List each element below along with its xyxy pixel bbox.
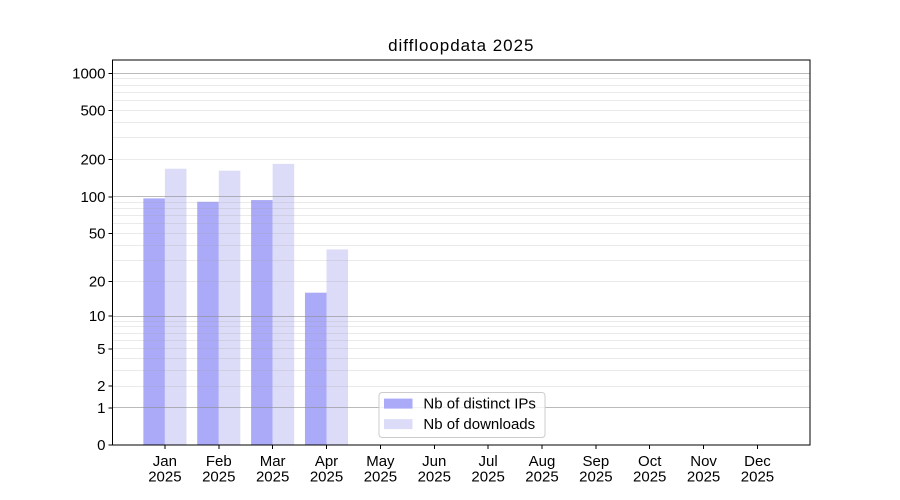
svg-text:200: 200	[80, 152, 105, 169]
svg-text:Jan: Jan	[153, 453, 177, 470]
svg-text:Sep: Sep	[583, 453, 610, 470]
svg-text:Nov: Nov	[690, 453, 717, 470]
svg-text:2025: 2025	[579, 468, 612, 485]
svg-text:Feb: Feb	[206, 453, 232, 470]
svg-text:Mar: Mar	[260, 453, 286, 470]
svg-text:1000: 1000	[72, 65, 105, 82]
svg-text:Dec: Dec	[744, 453, 771, 470]
svg-text:20: 20	[89, 273, 106, 290]
svg-text:Nb of distinct IPs: Nb of distinct IPs	[423, 396, 536, 413]
svg-text:2025: 2025	[687, 468, 720, 485]
svg-text:500: 500	[80, 103, 105, 120]
svg-text:2025: 2025	[364, 468, 397, 485]
svg-text:diffloopdata 2025: diffloopdata 2025	[388, 36, 534, 55]
svg-text:2025: 2025	[148, 468, 181, 485]
svg-text:0: 0	[97, 437, 105, 454]
svg-text:Jun: Jun	[422, 453, 446, 470]
svg-text:2025: 2025	[202, 468, 235, 485]
svg-text:2025: 2025	[418, 468, 451, 485]
svg-text:Oct: Oct	[638, 453, 662, 470]
svg-text:2: 2	[97, 378, 105, 395]
svg-text:2025: 2025	[310, 468, 343, 485]
svg-text:Nb of downloads: Nb of downloads	[423, 416, 535, 433]
svg-text:2025: 2025	[471, 468, 504, 485]
svg-text:10: 10	[89, 308, 106, 325]
svg-text:2025: 2025	[525, 468, 558, 485]
svg-text:Jul: Jul	[479, 453, 498, 470]
svg-text:1: 1	[97, 400, 105, 417]
svg-text:100: 100	[80, 189, 105, 206]
svg-text:50: 50	[89, 226, 106, 243]
svg-text:2025: 2025	[741, 468, 774, 485]
svg-text:2025: 2025	[256, 468, 289, 485]
svg-text:Apr: Apr	[315, 453, 338, 470]
svg-text:Aug: Aug	[529, 453, 556, 470]
svg-text:5: 5	[97, 341, 105, 358]
svg-text:May: May	[366, 453, 395, 470]
svg-text:2025: 2025	[633, 468, 666, 485]
